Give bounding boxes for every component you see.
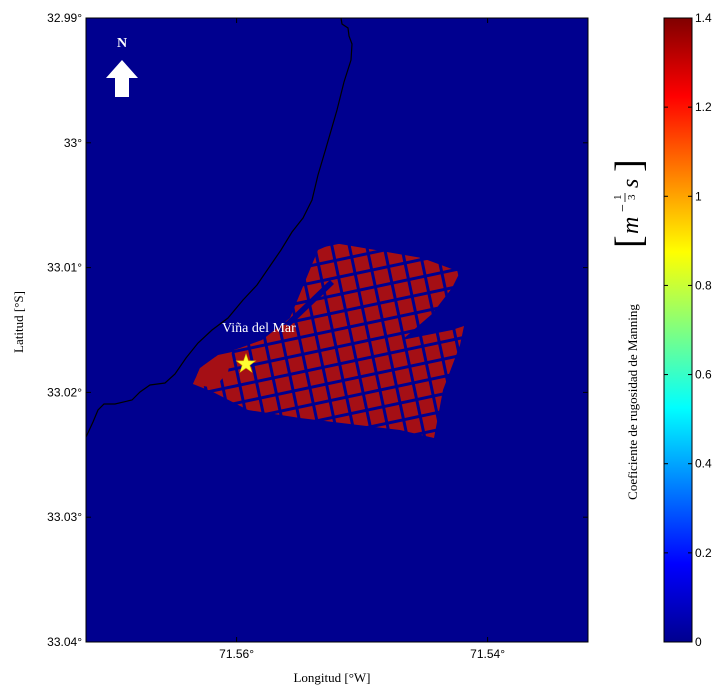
x-tick-label: 71.56°	[219, 647, 254, 661]
colorbar-unit-m: m	[618, 217, 644, 234]
colorbar-label: Coeficiente de rugosidad de Manning	[625, 304, 640, 500]
colorbar-tick-label: 0.6	[695, 368, 712, 382]
colorbar-tick-label: 0.8	[695, 278, 712, 292]
svg-text:−: −	[616, 204, 631, 212]
north-arrow-label: N	[117, 36, 127, 51]
x-axis-label: Longitud [°W]	[293, 670, 370, 685]
y-axis-ticks: 32.99° 33° 33.01° 33.02° 33.03° 33.04°	[47, 11, 588, 649]
x-axis-ticks: 71.56° 71.54°	[219, 18, 505, 661]
coastline	[86, 18, 353, 438]
colorbar	[663, 17, 693, 643]
svg-text:]: ]	[608, 159, 650, 172]
colorbar-title: Coeficiente de rugosidad de Manning [ m …	[608, 159, 650, 499]
urban-coastal-patch	[193, 352, 232, 388]
colorbar-tick-label: 0.4	[695, 457, 712, 471]
colorbar-ticks: 0 0.2 0.4 0.6 0.8 1 1.2 1.4	[664, 11, 712, 649]
y-tick-label: 33.04°	[47, 635, 82, 649]
colorbar-unit: [ m − 1 3 s ]	[608, 159, 650, 248]
colorbar-tick-label: 1	[695, 189, 702, 203]
place-star-icon	[235, 353, 257, 373]
colorbar-unit-exp-den: 3	[626, 194, 638, 200]
y-tick-label: 33.03°	[47, 510, 82, 524]
colorbar-tick-label: 0.2	[695, 546, 712, 560]
north-arrow: N	[106, 36, 138, 97]
y-axis-label: Latitud [°S]	[11, 291, 26, 353]
x-tick-label: 71.54°	[470, 647, 505, 661]
svg-text:[: [	[608, 235, 650, 248]
y-tick-label: 32.99°	[47, 11, 82, 25]
colorbar-tick-label: 0	[695, 635, 702, 649]
y-tick-label: 33°	[64, 136, 82, 150]
colorbar-unit-exp-num: 1	[612, 195, 624, 201]
urban-diagonal-street	[285, 280, 334, 327]
colorbar-unit-s: s	[618, 179, 644, 188]
colorbar-tick-label: 1.4	[695, 11, 712, 25]
place-label: Viña del Mar	[222, 321, 296, 336]
y-tick-label: 33.02°	[47, 385, 82, 399]
colorbar-tick-label: 1.2	[695, 100, 712, 114]
y-tick-label: 33.01°	[47, 261, 82, 275]
urban-area	[193, 243, 464, 438]
north-arrow-icon	[106, 60, 138, 97]
